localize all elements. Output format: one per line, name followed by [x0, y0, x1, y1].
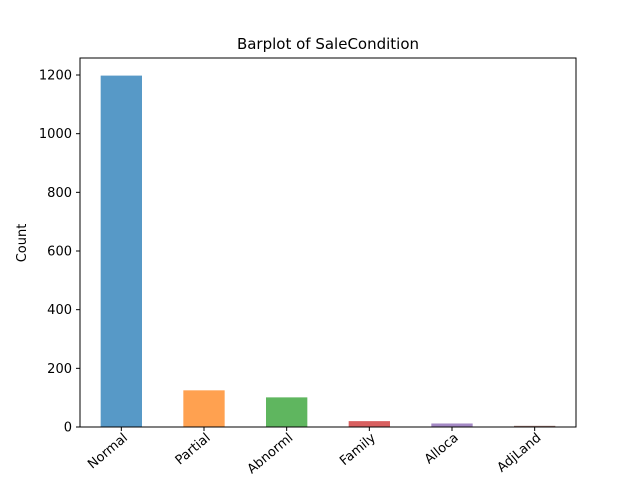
y-tick-label: 600 [47, 245, 72, 260]
y-tick-label: 200 [47, 362, 72, 377]
bars-group [100, 75, 556, 427]
y-axis: 0 200 400 600 800 1000 1200 [39, 69, 80, 436]
bar-alloca [431, 423, 473, 427]
bar-family [348, 421, 390, 427]
bar-normal [100, 75, 142, 427]
y-tick-label: 1200 [39, 69, 72, 84]
x-tick-label-partial: Partial [173, 431, 214, 469]
x-tick-label-normal: Normal [85, 431, 131, 473]
y-tick-label: 1000 [39, 127, 72, 142]
x-tick-label-alloca: Alloca [422, 431, 462, 468]
y-axis-label: Count [15, 224, 30, 263]
x-tick-label-family: Family [337, 430, 379, 469]
bar-adjland [514, 425, 556, 427]
y-tick-label: 0 [64, 421, 72, 436]
x-tick-label-adjland: AdjLand [495, 431, 545, 476]
y-tick-label: 800 [47, 186, 72, 201]
bar-abnorml [266, 397, 308, 427]
x-axis: Normal Partial Abnorml Family Alloca AdjLand [85, 427, 544, 477]
y-tick-label: 400 [47, 303, 72, 318]
bar-partial [183, 390, 225, 427]
x-tick-label-abnorml: Abnorml [245, 431, 297, 478]
chart-title: Barplot of SaleCondition [237, 35, 419, 53]
plot-frame [79, 57, 577, 428]
